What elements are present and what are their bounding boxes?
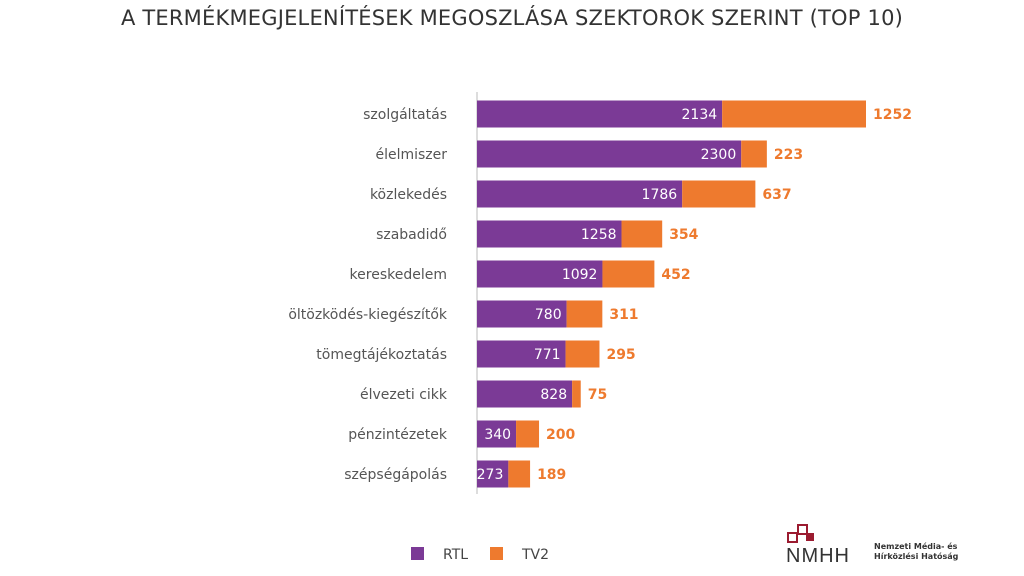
data-label-tv2: 200 xyxy=(546,427,575,443)
data-label-tv2: 75 xyxy=(588,387,607,403)
bar-tv2 xyxy=(516,420,540,448)
data-label-rtl: 1786 xyxy=(642,187,678,203)
bar-tv2 xyxy=(621,220,663,248)
legend-swatch xyxy=(490,547,503,560)
category-label: közlekedés xyxy=(370,187,447,203)
data-label-rtl: 2300 xyxy=(701,147,737,163)
bar-rtl xyxy=(477,380,573,408)
nmhh-logo-line1: Nemzeti Média- és xyxy=(874,542,958,551)
data-label-tv2: 295 xyxy=(606,347,635,363)
bar-rtl xyxy=(477,220,622,248)
bar-rtl xyxy=(477,460,509,488)
bar-rtl xyxy=(477,340,566,368)
category-label: szolgáltatás xyxy=(363,107,447,123)
data-label-rtl: 828 xyxy=(540,387,567,403)
data-label-tv2: 354 xyxy=(669,227,698,243)
bar-tv2 xyxy=(722,100,866,128)
bar-rtl xyxy=(477,300,567,328)
bar-tv2 xyxy=(565,340,600,368)
data-label-tv2: 223 xyxy=(774,147,803,163)
bar-rtl xyxy=(477,140,742,168)
bar-rtl xyxy=(477,260,603,288)
data-label-rtl: 273 xyxy=(477,467,504,483)
nmhh-logo-text: Nemzeti Média- és Hírközlési Hatóság xyxy=(874,542,984,562)
data-label-rtl: 780 xyxy=(535,307,562,323)
data-label-rtl: 2134 xyxy=(682,107,718,123)
legend-swatch xyxy=(411,547,424,560)
data-label-tv2: 1252 xyxy=(873,107,912,123)
category-label: élvezeti cikk xyxy=(360,387,448,403)
bar-rtl xyxy=(477,420,517,448)
category-label: öltözködés-kiegészítők xyxy=(288,307,448,323)
legend-label: RTL xyxy=(443,547,468,563)
category-label: kereskedelem xyxy=(350,267,447,283)
data-label-tv2: 189 xyxy=(537,467,566,483)
bar-tv2 xyxy=(572,380,581,408)
data-label-tv2: 637 xyxy=(762,187,791,203)
nmhh-logo-line2: Hírközlési Hatóság xyxy=(874,552,959,561)
data-label-tv2: 452 xyxy=(661,267,690,283)
legend: RTL TV2 xyxy=(411,547,549,563)
nmhh-logo-mark-icon: NMHH xyxy=(786,524,850,567)
bars-layer: szolgáltatás 2134 1252 élelmiszer 2300 223 köz… xyxy=(288,100,912,488)
nmhh-logo: NMHH Nemzeti Média- és Hírközlési Hatósá… xyxy=(782,520,982,570)
data-label-tv2: 311 xyxy=(609,307,638,323)
bar-rtl xyxy=(477,180,683,208)
bar-rtl xyxy=(477,100,723,128)
nmhh-logo-letters: NMHH xyxy=(786,545,850,567)
bar-tv2 xyxy=(566,300,603,328)
data-label-rtl: 1092 xyxy=(562,267,598,283)
category-label: szépségápolás xyxy=(344,467,447,483)
bar-tv2 xyxy=(741,140,767,168)
category-label: élelmiszer xyxy=(375,147,447,163)
chart-title: A TERMÉKMEGJELENÍTÉSEK MEGOSZLÁSA SZEKTO… xyxy=(120,6,904,30)
bar-tv2 xyxy=(602,260,655,288)
data-label-rtl: 340 xyxy=(484,427,511,443)
bar-tv2 xyxy=(682,180,756,208)
data-label-rtl: 1258 xyxy=(581,227,617,243)
category-label: szabadidő xyxy=(376,227,447,243)
category-label: tömegtájékoztatás xyxy=(316,347,447,363)
data-label-rtl: 771 xyxy=(534,347,561,363)
legend-label: TV2 xyxy=(521,547,549,563)
bar-tv2 xyxy=(508,460,531,488)
category-label: pénzintézetek xyxy=(348,427,448,443)
